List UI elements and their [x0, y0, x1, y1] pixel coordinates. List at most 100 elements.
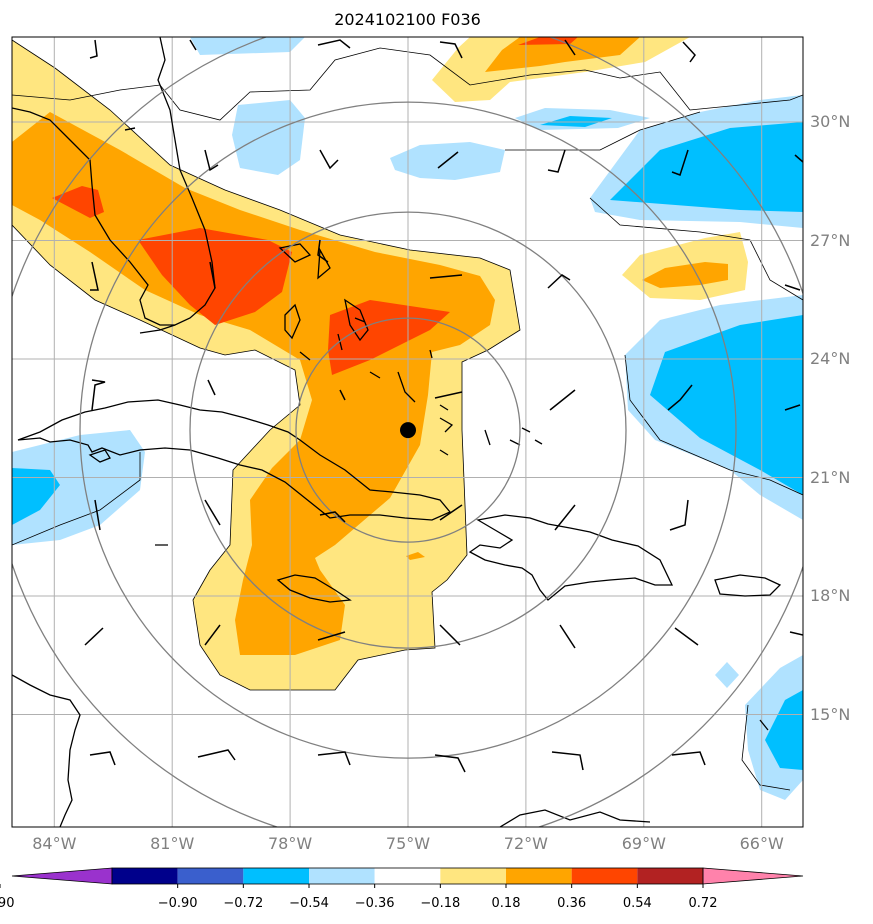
contour-line	[505, 111, 701, 151]
range-ring	[79, 101, 737, 759]
wind-barb	[547, 274, 571, 289]
wind-barb	[90, 261, 99, 291]
wind-barb	[439, 624, 461, 646]
wind-barb	[317, 631, 346, 641]
contour-line	[589, 197, 803, 301]
bahamas-islands	[278, 243, 454, 433]
wind-barb	[667, 384, 693, 411]
red-region	[138, 228, 292, 325]
wind-barb	[437, 151, 459, 169]
wind-barb	[91, 379, 106, 411]
wind-barb	[439, 504, 463, 521]
red-region	[52, 186, 104, 218]
wind-barb	[89, 751, 116, 766]
wind-barb	[551, 751, 584, 771]
lon-label: 78°W	[268, 834, 313, 853]
light-blue-region	[12, 430, 145, 545]
contour-line	[12, 452, 141, 546]
map-frame	[11, 36, 804, 828]
yellow-region	[432, 37, 690, 102]
light-blue-region	[715, 662, 739, 688]
colorbar-extension-low	[11, 867, 113, 885]
wind-barb	[789, 631, 803, 636]
orange-region	[406, 552, 425, 560]
wind-barb	[549, 389, 576, 411]
lat-label: 30°N	[810, 112, 851, 131]
wind-barb	[434, 391, 463, 399]
wind-barb	[429, 274, 463, 279]
colorbar-tick-label: 0.18	[491, 896, 521, 911]
florida-coast	[12, 37, 216, 326]
colorbar-bin	[177, 868, 244, 884]
central-america-coast	[12, 674, 81, 827]
wind-barb	[671, 149, 689, 176]
jamaica-coast	[276, 574, 352, 603]
wind-barb	[319, 149, 339, 170]
red-region	[518, 37, 578, 45]
light-blue-region	[232, 100, 305, 175]
south-america-coast	[499, 809, 651, 827]
colorbar-bin	[243, 868, 309, 884]
wind-barb	[319, 511, 346, 523]
colorbar-bin	[112, 868, 178, 884]
lat-label: 24°N	[810, 349, 851, 368]
lon-label: 81°W	[150, 834, 195, 853]
lon-label: 75°W	[385, 834, 431, 853]
colorbar-tick-label: 0.36	[557, 896, 587, 911]
colorbar-tick-label: 0.72	[688, 896, 718, 911]
lon-label: 66°W	[739, 834, 784, 853]
blue-region	[12, 468, 60, 525]
wind-barb	[682, 41, 696, 63]
wind-barb	[434, 754, 466, 773]
isle-of-youth	[88, 449, 111, 463]
lat-label: 15°N	[810, 704, 851, 724]
orange-region	[485, 37, 640, 72]
orange-region	[12, 112, 495, 655]
contour-line	[12, 39, 521, 691]
blue-region	[765, 690, 803, 770]
colorbar-tick-label: −0.36	[354, 896, 395, 911]
wind-barbs	[84, 39, 803, 773]
colorbar-tick-label: 0.90	[0, 896, 15, 911]
lon-label: 84°W	[32, 834, 77, 853]
contour-line	[12, 47, 803, 121]
colorbar-tick-label: −0.72	[223, 896, 264, 911]
wind-barb	[784, 284, 801, 291]
colorbar-outline	[111, 867, 704, 885]
wind-barb	[317, 751, 351, 766]
wind-barb	[207, 379, 216, 396]
wind-barb	[794, 154, 803, 163]
wind-barb	[124, 127, 136, 131]
blue-region	[610, 122, 803, 212]
wind-barb	[197, 749, 236, 761]
coastlines	[12, 37, 782, 827]
wind-barb	[317, 39, 351, 49]
andros-island	[284, 303, 301, 340]
lat-label: 27°N	[810, 230, 851, 250]
hispaniola-coast	[468, 514, 674, 601]
range-ring	[295, 317, 521, 543]
colorbar-extension-high	[702, 867, 804, 885]
florida-keys	[139, 324, 176, 334]
contour-line	[741, 704, 791, 791]
colorbar-bin	[571, 868, 638, 884]
contour-line	[624, 354, 803, 496]
wind-barb	[564, 39, 576, 56]
wind-barb	[554, 504, 576, 531]
wind-barb	[784, 404, 801, 411]
wind-barb	[89, 39, 98, 59]
cuba-coast	[17, 399, 452, 521]
colorbar-bin	[374, 868, 441, 884]
colorbar-bin	[309, 868, 375, 884]
lat-label: 21°N	[810, 467, 851, 487]
colorbar-tick-label: −0.54	[289, 896, 329, 911]
range-ring	[189, 211, 627, 649]
wind-barb	[317, 239, 329, 263]
contour-lines	[12, 39, 803, 791]
colorbar-tick-label: −0.90	[157, 896, 198, 911]
wind-barb	[204, 149, 219, 172]
wind-barb	[547, 149, 566, 173]
small-islands	[155, 427, 769, 731]
colorbar	[0, 867, 804, 888]
